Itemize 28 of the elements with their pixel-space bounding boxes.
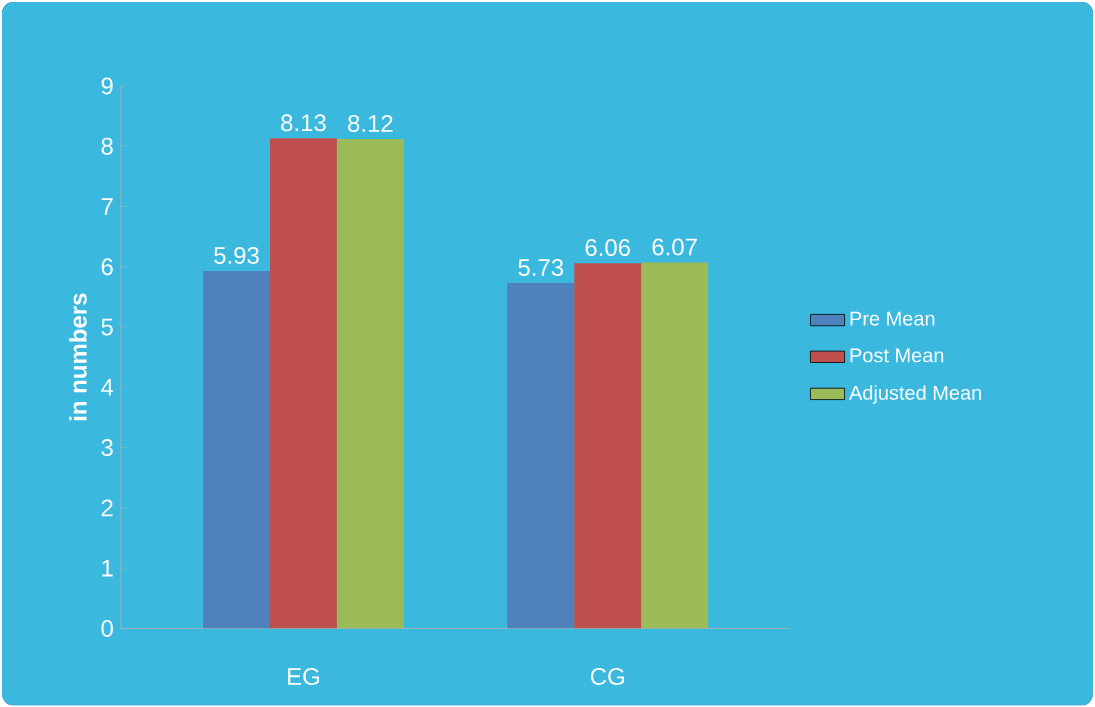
- y-tick-label: 9: [101, 77, 113, 95]
- bar: [336, 138, 404, 629]
- bar: [574, 262, 642, 629]
- bar: [203, 270, 270, 629]
- y-tick-label: 7: [101, 198, 113, 215]
- y-tick-label: 3: [101, 438, 113, 456]
- data-label: 6.07: [652, 238, 697, 256]
- y-tick-label: 5: [101, 318, 113, 336]
- data-label: 8.13: [281, 114, 326, 132]
- y-axis-title: in numbers: [69, 293, 87, 420]
- y-tick-label: 4: [101, 378, 114, 396]
- bar: [269, 138, 337, 629]
- bar: [507, 282, 575, 629]
- y-tick-label: 1: [102, 559, 113, 577]
- legend-label: Adjusted Mean: [849, 384, 981, 404]
- y-tick-label: 8: [101, 137, 113, 155]
- data-label: 5.73: [518, 258, 564, 276]
- y-tick-label: 0: [101, 619, 113, 637]
- x-tick-label: EG: [288, 667, 319, 685]
- data-label: 6.06: [585, 238, 630, 256]
- bar: [641, 262, 709, 629]
- y-tick-label: 6: [101, 258, 113, 276]
- legend-label: Pre Mean: [850, 311, 935, 326]
- y-tick-label: 2: [101, 499, 113, 517]
- x-tick-label: CG: [590, 667, 624, 685]
- legend-label: Post Mean: [850, 348, 944, 363]
- data-label: 5.93: [214, 246, 259, 264]
- data-label: 8.12: [348, 114, 393, 132]
